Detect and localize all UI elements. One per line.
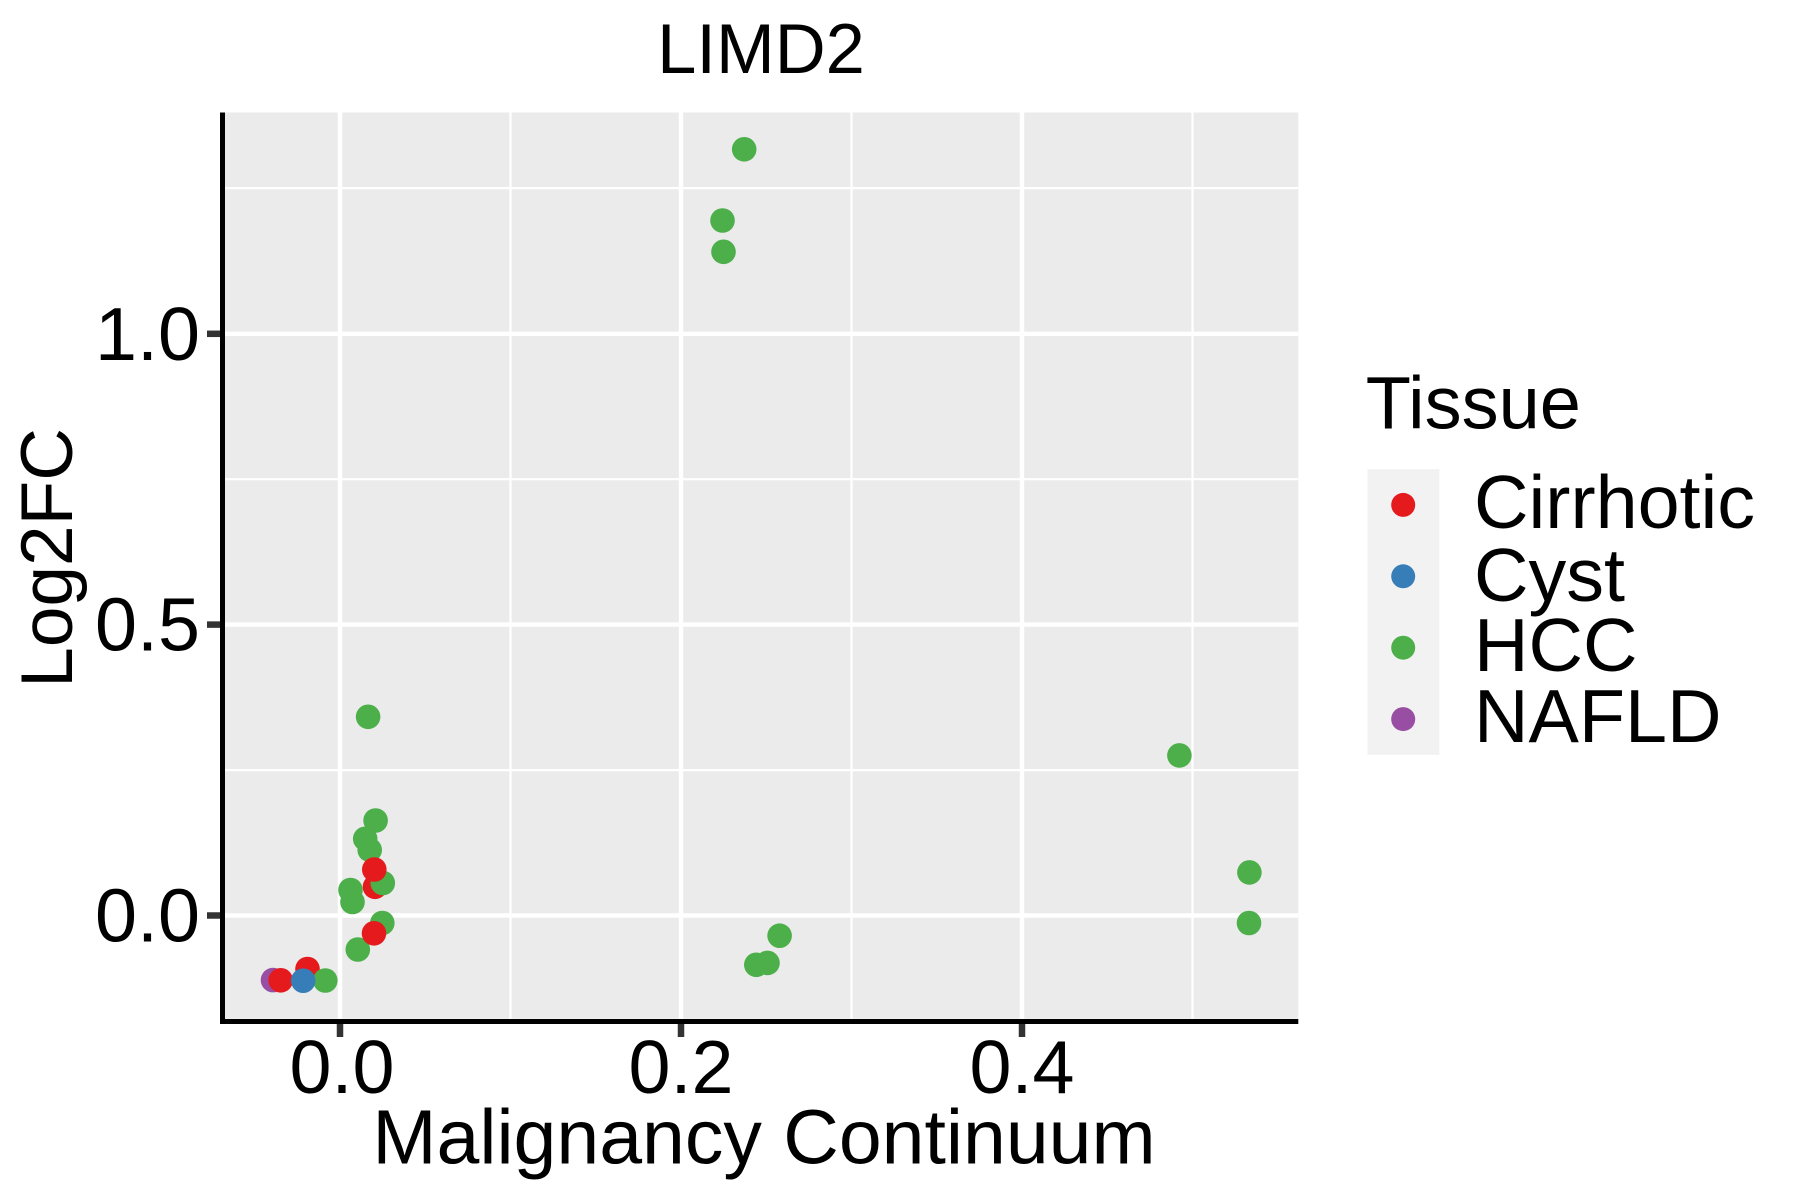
svg-text:Cyst: Cyst — [1474, 533, 1625, 617]
svg-text:HCC: HCC — [1474, 603, 1638, 687]
svg-text:0.4: 0.4 — [970, 1025, 1075, 1109]
svg-text:0.0: 0.0 — [95, 874, 200, 958]
svg-text:0.5: 0.5 — [95, 583, 200, 667]
svg-text:0.0: 0.0 — [290, 1025, 395, 1109]
svg-text:0.2: 0.2 — [629, 1025, 734, 1109]
svg-text:Cirrhotic: Cirrhotic — [1474, 460, 1755, 544]
svg-text:Tissue: Tissue — [1366, 361, 1581, 444]
svg-text:LIMD2: LIMD2 — [657, 9, 865, 88]
svg-text:Log2FC: Log2FC — [7, 428, 88, 688]
svg-text:Malignancy Continuum: Malignancy Continuum — [372, 1095, 1155, 1181]
svg-text:NAFLD: NAFLD — [1474, 674, 1722, 758]
svg-text:1.0: 1.0 — [95, 292, 200, 376]
